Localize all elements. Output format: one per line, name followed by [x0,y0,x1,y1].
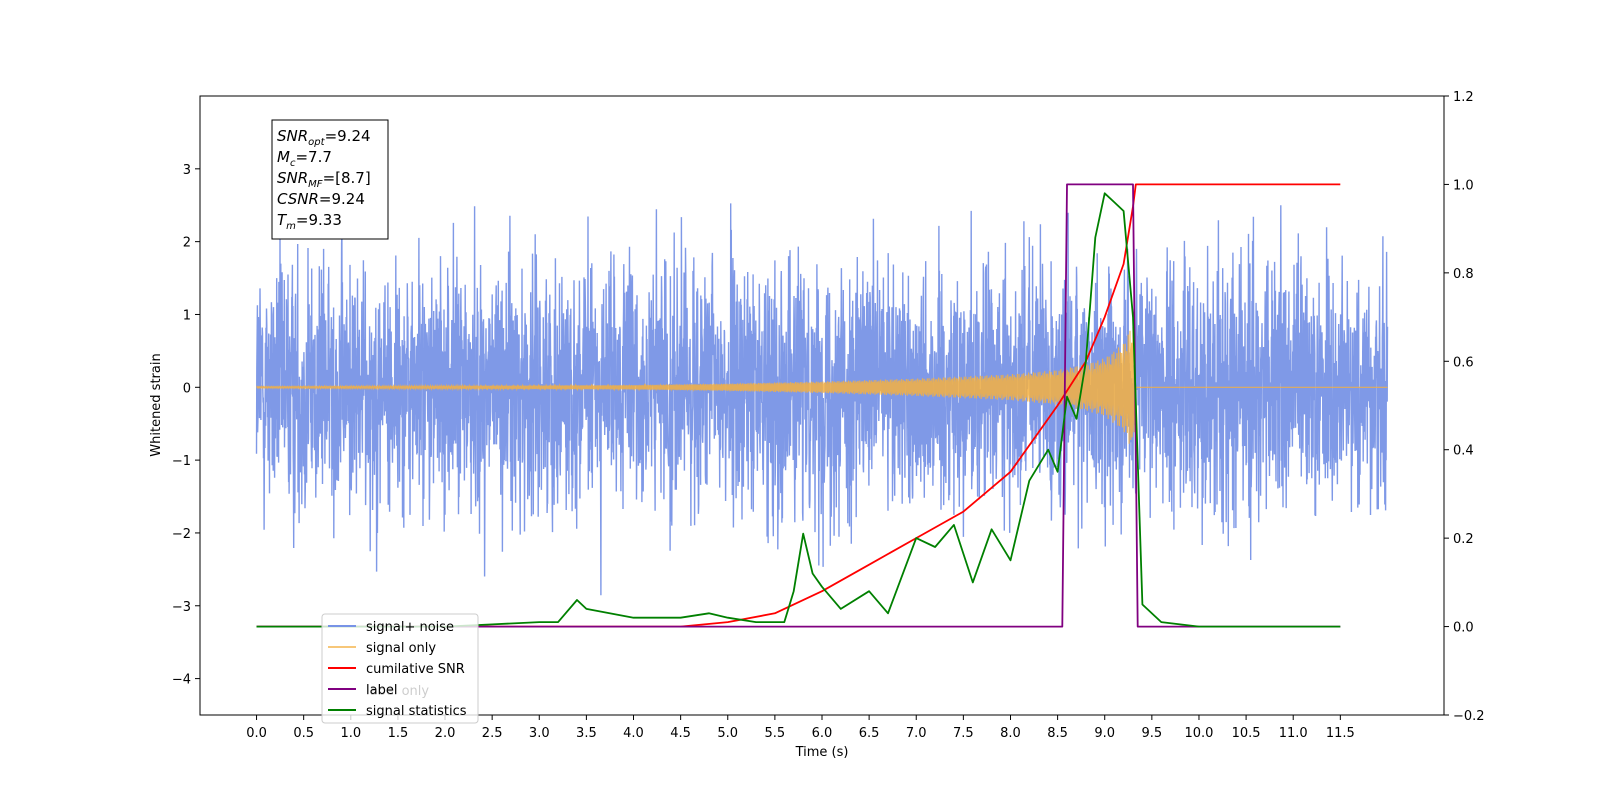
y-tick-label: 2 [183,236,191,251]
legend-label: signal+ noise [366,620,454,635]
legend-entries: signal+ noise signal only cumilative SNR la… [328,620,467,719]
y-tick-label: 0 [183,381,191,396]
legend-label: signal only [366,641,436,656]
y-tick-label: −4 [172,673,191,688]
plot-area [255,183,1389,628]
x-tick-label: 11.5 [1326,726,1355,741]
x-tick-label: 7.0 [906,726,927,741]
x-tick-label: 9.5 [1142,726,1163,741]
x-tick-label: 9.0 [1094,726,1115,741]
x-tick-label: 10.0 [1184,726,1213,741]
y-tick-label: −1 [172,454,191,469]
y2-tick-label: 0.8 [1453,267,1474,282]
series-signal-only-line [256,327,1388,444]
y2-tick-label: 0.6 [1453,355,1474,370]
x-axis-title: Time (s) [795,745,849,760]
x-tick-label: 7.5 [953,726,974,741]
y-axis-title: Whitened strain [149,353,164,456]
y2-tick-label: −0.2 [1453,709,1485,724]
x-tick-label: 4.0 [623,726,644,741]
x-tick-label: 0.5 [293,726,314,741]
x-tick-label: 2.5 [482,726,503,741]
y-tick-label: 3 [183,163,191,178]
legend-frame [321,613,479,724]
x-tick-label: 2.0 [435,726,456,741]
series-label-line [256,183,1341,628]
annotation-line: SNRMF=[8.7] [277,169,371,190]
y-tick-label: −3 [172,600,191,615]
series-signal-statistics-line [256,192,1341,628]
annotation-frame [271,119,389,240]
x-tick-label: 11.0 [1279,726,1308,741]
legend-label: signal statistics [366,704,467,719]
y2-tick-label: 0.0 [1453,621,1474,636]
x-tick-label: 4.5 [670,726,691,741]
y2-tick-label: 1.2 [1453,90,1474,105]
x-tick-label: 1.5 [388,726,409,741]
legend: label only signal+ noise signal only cumil… [321,613,479,724]
y2-tick-label: 1.0 [1453,178,1474,193]
x-tick-label: 6.5 [859,726,880,741]
y2-tick-label: 0.2 [1453,532,1474,547]
x-tick-label: 3.5 [576,726,597,741]
y-tick-label: −2 [172,527,191,542]
axes: 0.0 0.5 1.0 1.5 2.0 2.5 3.0 3.5 4.0 4.5 5.0 5.5 6.0 6… [172,90,1485,741]
annotation-line: SNRopt=9.24 [277,127,371,148]
x-tick-label: 0.0 [246,726,267,741]
x-tick-label: 10.5 [1232,726,1261,741]
series-signal-noise-line [255,203,1389,596]
x-tick-label: 8.0 [1000,726,1021,741]
legend-hidden-entry: label only [366,684,429,699]
annotation-line: CSNR=9.24 [277,190,365,208]
y-tick-label: 1 [183,308,191,323]
legend-label: label [366,683,397,698]
x-tick-label: 6.0 [812,726,833,741]
y2-tick-label: 0.4 [1453,444,1474,459]
annotation-line: Tm=9.33 [277,211,342,232]
legend-label: cumilative SNR [366,662,465,677]
x-tick-label: 3.0 [529,726,550,741]
x-tick-label: 5.5 [765,726,786,741]
x-tick-label: 5.0 [717,726,738,741]
annotation-line: Mc=7.7 [277,148,332,169]
x-tick-label: 1.0 [340,726,361,741]
x-tick-label: 8.5 [1047,726,1068,741]
